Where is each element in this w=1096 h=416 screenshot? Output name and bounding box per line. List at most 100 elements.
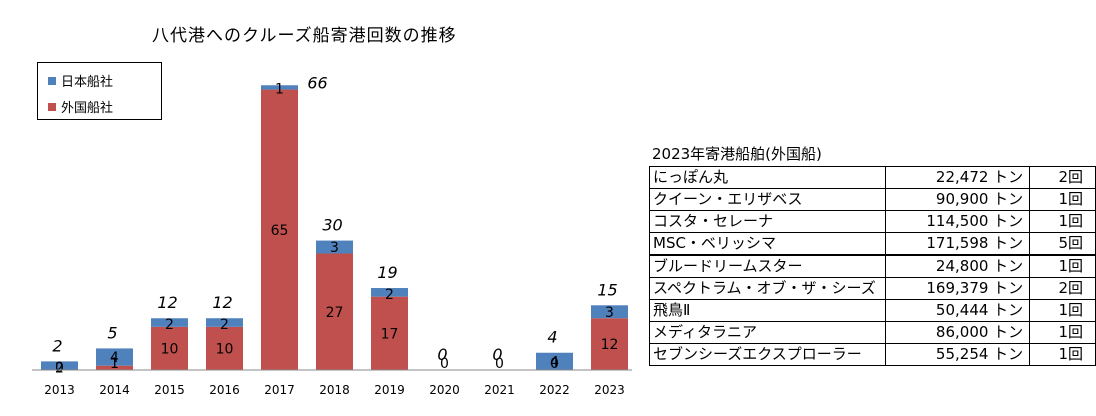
ship-count: 1回: [1029, 254, 1096, 278]
x-tick-2023: 2023: [594, 383, 625, 397]
x-tick-2013: 2013: [44, 383, 75, 397]
bar-japan-2022: [536, 352, 573, 370]
ship-count: 5回: [1029, 232, 1096, 256]
legend-label-japan: 日本船社: [61, 75, 114, 90]
label-total-2020: 0: [437, 345, 447, 364]
ship-table: にっぽん丸 22,472 トン 2回 クイーン・エリザベス 90,900 トン 1回 コスタ…: [649, 166, 1096, 366]
label-foreign-2022: 0: [550, 356, 559, 372]
bar-japan-2019: [371, 288, 408, 297]
bar-japan-2015: [151, 318, 188, 327]
ship-name: セブンシーズエクスプローラー: [649, 343, 886, 366]
label-foreign-2018: 27: [326, 305, 344, 321]
legend-swatch-foreign: [48, 102, 56, 111]
label-foreign-2016: 10: [216, 341, 234, 357]
ship-tonnage: 114,500 トン: [884, 210, 1031, 233]
ship-name: MSC・ベリッシマ: [649, 232, 886, 256]
table-row: クイーン・エリザベス 90,900 トン 1回: [649, 188, 1096, 211]
label-total-2021: 0: [492, 345, 502, 364]
label-japan-2023: 3: [605, 305, 614, 321]
x-tick-2019: 2019: [374, 383, 405, 397]
table-row: MSC・ベリッシマ 171,598 トン 5回: [649, 232, 1096, 256]
table-title: 2023年寄港船舶(外国船): [652, 145, 822, 163]
ship-name: クイーン・エリザベス: [649, 188, 886, 211]
label-foreign-2021: 0: [495, 356, 504, 372]
bar-foreign-2017: [261, 89, 298, 371]
label-japan-2016: 2: [220, 317, 229, 333]
ship-count: 1回: [1029, 321, 1096, 344]
bar-foreign-2015: [151, 326, 188, 370]
label-total-2014: 5: [107, 323, 117, 342]
ship-tonnage: 24,800 トン: [884, 254, 1031, 278]
ship-count: 1回: [1029, 299, 1096, 322]
ship-count: 1回: [1029, 343, 1096, 366]
ship-tonnage: 86,000 トン: [884, 321, 1031, 344]
chart-legend: 日本船社 外国船社: [37, 62, 162, 120]
table-row: コスタ・セレーナ 114,500 トン 1回: [649, 210, 1096, 233]
ship-tonnage: 50,444 トン: [884, 299, 1031, 322]
ship-count: 2回: [1029, 277, 1096, 300]
bar-japan-2016: [206, 318, 243, 327]
bar-foreign-2016: [206, 326, 243, 370]
label-total-2023: 15: [597, 280, 617, 299]
table-row: セブンシーズエクスプローラー 55,254 トン 1回: [649, 343, 1096, 366]
ship-name: スペクトラム・オブ・ザ・シーズ: [649, 277, 886, 300]
ship-name: コスタ・セレーナ: [649, 210, 886, 233]
table-row: にっぽん丸 22,472 トン 2回: [649, 166, 1096, 189]
ship-name: 飛鳥Ⅱ: [649, 299, 886, 322]
ship-count: 2回: [1029, 166, 1096, 189]
bar-japan-2018: [316, 240, 353, 254]
label-total-2016: 12: [212, 293, 232, 312]
x-tick-2020: 2020: [429, 383, 460, 397]
ship-name: ブルードリームスター: [649, 254, 886, 278]
legend-label-foreign: 外国船社: [61, 101, 114, 116]
label-japan-2013: 2: [55, 360, 64, 376]
label-japan-2018: 3: [330, 240, 339, 256]
x-tick-2022: 2022: [539, 383, 570, 397]
label-total-2019: 19: [377, 263, 397, 282]
label-total-2022: 4: [547, 328, 557, 347]
ship-count: 1回: [1029, 210, 1096, 233]
label-japan-2015: 2: [165, 317, 174, 333]
x-tick-2021: 2021: [484, 383, 515, 397]
ship-tonnage: 171,598 トン: [884, 232, 1031, 256]
ship-tonnage: 90,900 トン: [884, 188, 1031, 211]
bar-foreign-2019: [371, 296, 408, 370]
bar-japan-2017: [261, 85, 298, 90]
x-tick-2018: 2018: [319, 383, 350, 397]
label-foreign-2013: 0: [55, 360, 64, 376]
label-total-2018: 30: [322, 216, 342, 235]
legend-item-japan: 日本船社: [48, 71, 113, 90]
table-row: 飛鳥Ⅱ 50,444 トン 1回: [649, 299, 1096, 322]
label-foreign-2014: 1: [110, 356, 119, 372]
x-tick-2016: 2016: [209, 383, 240, 397]
bar-foreign-2023: [591, 318, 628, 370]
ship-count: 1回: [1029, 188, 1096, 211]
x-tick-2014: 2014: [99, 383, 130, 397]
bar-foreign-2014: [96, 365, 133, 370]
ship-name: メディタラニア: [649, 321, 886, 344]
cruise-port-call-chart: 八代港へのクルーズ船寄港回数の推移 0222013145201410212201…: [32, 26, 632, 397]
label-total-2013: 2: [52, 336, 62, 355]
label-japan-2017: 1: [275, 81, 284, 97]
legend-item-foreign: 外国船社: [48, 97, 113, 116]
ship-tonnage: 169,379 トン: [884, 277, 1031, 300]
label-japan-2014: 4: [110, 350, 119, 366]
label-japan-2019: 2: [385, 287, 394, 303]
label-foreign-2023: 12: [601, 337, 619, 353]
bar-foreign-2018: [316, 253, 353, 370]
bar-japan-2013: [41, 361, 78, 370]
label-foreign-2015: 10: [161, 341, 179, 357]
table-row: メディタラニア 86,000 トン 1回: [649, 321, 1096, 344]
label-total-2017: 66: [307, 73, 327, 92]
table-row: スペクトラム・オブ・ザ・シーズ 169,379 トン 2回: [649, 277, 1096, 300]
table-row: ブルードリームスター 24,800 トン 1回: [649, 254, 1096, 278]
label-japan-2022: 4: [550, 354, 559, 370]
ship-tonnage: 22,472 トン: [884, 166, 1031, 189]
label-foreign-2020: 0: [440, 356, 449, 372]
x-tick-2017: 2017: [264, 383, 295, 397]
label-total-2015: 12: [157, 293, 177, 312]
chart-title: 八代港へのクルーズ船寄港回数の推移: [152, 26, 457, 46]
bar-japan-2014: [96, 348, 133, 366]
label-foreign-2019: 17: [381, 326, 399, 342]
bar-japan-2023: [591, 305, 628, 319]
